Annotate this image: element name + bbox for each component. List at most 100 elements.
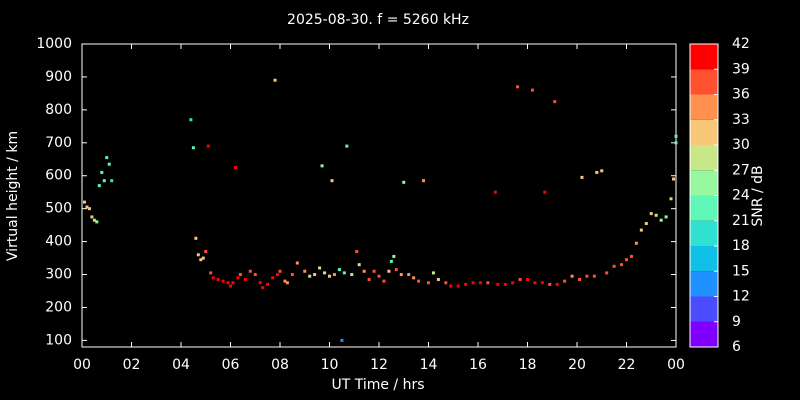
data-point <box>585 274 589 278</box>
colorbar-tick-label: 12 <box>732 289 750 305</box>
data-point <box>669 197 673 201</box>
data-point <box>236 276 240 280</box>
y-tick-label: 200 <box>45 299 72 315</box>
colorbar-band <box>690 220 718 246</box>
data-point <box>399 273 403 277</box>
data-point <box>276 273 280 277</box>
data-point <box>90 215 94 219</box>
data-point <box>533 281 537 285</box>
colorbar-tick-label: 27 <box>732 162 750 178</box>
data-point <box>233 166 237 170</box>
data-point <box>229 284 232 288</box>
data-point <box>216 277 220 281</box>
data-point <box>261 286 265 290</box>
data-point <box>345 144 349 148</box>
data-point <box>278 269 282 273</box>
x-tick-label: 16 <box>469 357 487 373</box>
colorbar-tick-label: 24 <box>732 188 750 204</box>
data-point <box>100 170 104 174</box>
data-point <box>417 279 421 283</box>
data-point <box>238 273 242 277</box>
colorbar-tick-label: 36 <box>732 87 750 103</box>
colorbar-band <box>690 271 718 297</box>
data-point <box>271 276 275 280</box>
data-point <box>639 228 643 232</box>
colorbar-tick-label: 33 <box>732 112 750 128</box>
data-point <box>303 269 307 273</box>
data-point <box>625 258 628 262</box>
data-point <box>555 282 559 286</box>
colorbar-tick-label: 39 <box>732 61 750 77</box>
data-point <box>290 273 294 277</box>
colorbar-band <box>690 94 718 120</box>
data-point <box>253 273 257 277</box>
data-point <box>194 236 198 240</box>
data-point <box>412 276 416 280</box>
data-point <box>649 212 653 216</box>
data-point <box>340 338 344 342</box>
data-point <box>456 284 460 288</box>
data-point <box>199 258 203 262</box>
data-point <box>350 273 354 277</box>
data-point <box>526 277 529 281</box>
x-tick-label: 00 <box>73 357 91 373</box>
data-point <box>258 281 262 285</box>
colorbar-band <box>690 44 718 70</box>
data-point <box>357 263 361 267</box>
data-point <box>387 269 391 273</box>
y-tick-label: 800 <box>45 102 72 118</box>
colorbar-band <box>690 246 718 272</box>
data-point <box>85 205 89 209</box>
data-point <box>634 241 638 245</box>
data-point <box>266 282 270 286</box>
colorbar-tick-label: 42 <box>732 36 750 52</box>
colorbar-band <box>690 195 718 221</box>
data-point <box>449 284 453 288</box>
data-point <box>570 274 574 278</box>
colorbar-band <box>690 119 718 145</box>
colorbar-tick-label: 9 <box>732 314 741 330</box>
data-point <box>612 264 616 268</box>
data-point <box>318 266 322 270</box>
data-point <box>102 179 106 183</box>
data-point <box>226 281 230 285</box>
data-point <box>295 261 299 265</box>
data-point <box>654 213 658 217</box>
data-point <box>97 184 101 188</box>
data-point <box>285 281 289 285</box>
x-tick-label: 02 <box>123 357 141 373</box>
data-point <box>221 279 225 283</box>
x-tick-label: 08 <box>271 357 289 373</box>
data-point <box>283 279 287 283</box>
data-point <box>592 274 596 278</box>
data-point <box>105 156 109 160</box>
data-point <box>382 279 386 283</box>
data-point <box>389 259 393 263</box>
data-point <box>377 274 381 278</box>
data-point <box>620 263 624 267</box>
data-point <box>402 180 406 184</box>
data-point <box>323 271 327 275</box>
data-point <box>204 249 208 253</box>
y-tick-label: 700 <box>45 135 72 151</box>
data-point <box>427 281 430 285</box>
data-point <box>362 269 366 273</box>
data-point <box>577 277 581 281</box>
x-tick-label: 12 <box>370 357 388 373</box>
y-tick-label: 900 <box>45 69 72 85</box>
data-point <box>540 281 544 285</box>
data-point <box>407 273 411 277</box>
x-tick-label: 22 <box>618 357 636 373</box>
data-point <box>444 281 448 285</box>
colorbar-tick-label: 18 <box>732 238 750 254</box>
data-point <box>355 249 359 253</box>
data-point <box>595 170 599 174</box>
data-point <box>211 276 215 280</box>
data-point <box>273 78 277 82</box>
data-point <box>320 164 324 168</box>
data-point <box>478 281 482 285</box>
data-point <box>516 85 520 89</box>
data-point <box>95 220 99 224</box>
data-point <box>431 271 435 275</box>
